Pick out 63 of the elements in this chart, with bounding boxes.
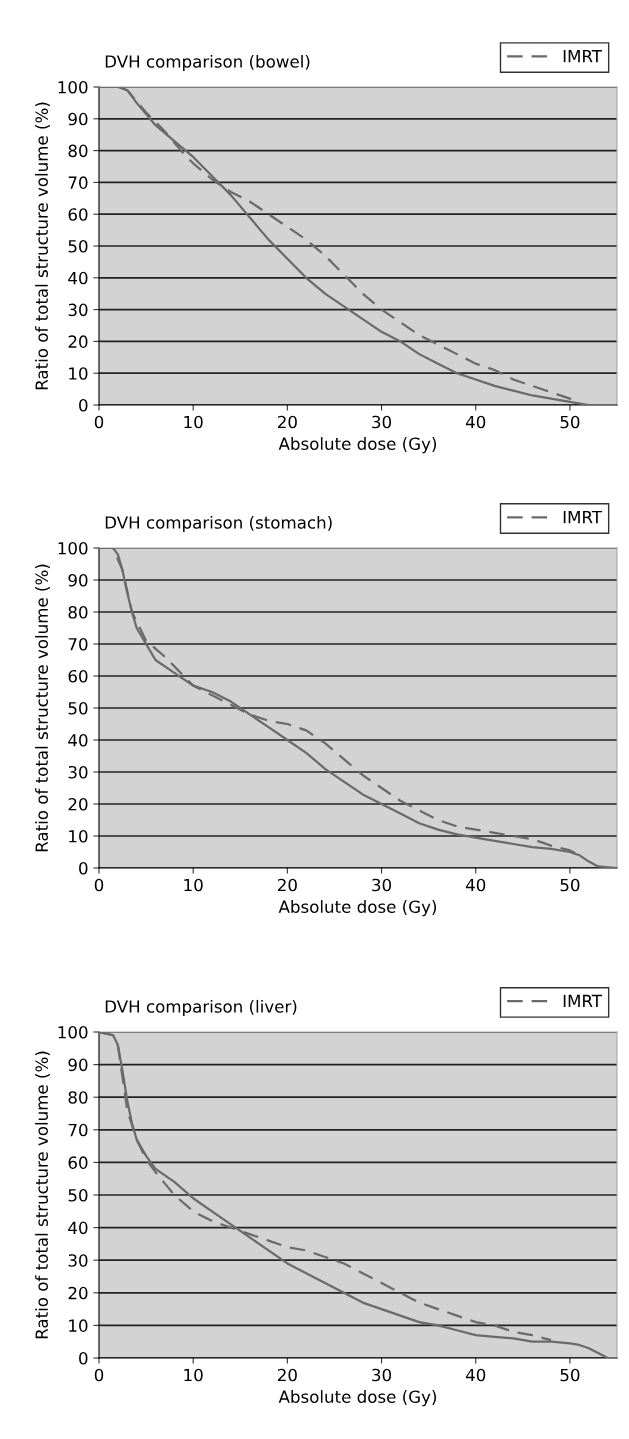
x-tick-label: 10 — [184, 415, 203, 429]
x-tick-label: 0 — [94, 878, 104, 892]
y-tick-label: 90 — [68, 112, 88, 126]
y-tick-label: 0 — [79, 861, 88, 875]
x-axis-title: Absolute dose (Gy) — [278, 437, 437, 454]
y-axis-title: Ratio of total structure volume (%) — [35, 564, 50, 852]
x-tick-label: 20 — [277, 878, 297, 892]
x-tick-label: 30 — [372, 878, 392, 892]
x-tick-label: 10 — [184, 1368, 203, 1382]
y-tick-label: 100 — [58, 541, 88, 555]
y-tick-label: 30 — [68, 765, 88, 779]
y-tick-label: 10 — [69, 829, 88, 843]
legend-label: IMRT — [563, 994, 603, 1008]
y-tick-label: 50 — [68, 1188, 88, 1202]
y-tick-label: 60 — [68, 1156, 88, 1169]
x-tick-label: 50 — [560, 415, 580, 429]
y-tick-label: 80 — [68, 144, 88, 158]
y-tick-label: 60 — [68, 208, 88, 221]
y-tick-label: 50 — [68, 701, 88, 715]
y-tick-label: 0 — [79, 1351, 88, 1365]
x-tick-label: 30 — [372, 1368, 392, 1382]
y-tick-label: 70 — [68, 637, 88, 651]
chart-title: DVH comparison (stomach) — [105, 515, 332, 533]
x-axis-title: Absolute dose (Gy) — [278, 1390, 437, 1407]
y-tick-label: 10 — [69, 367, 88, 380]
y-tick-label: 100 — [58, 1025, 88, 1039]
x-tick-label: 50 — [560, 878, 580, 892]
x-tick-label: 20 — [277, 1368, 297, 1382]
y-tick-label: 90 — [68, 1058, 88, 1072]
y-tick-label: 70 — [68, 1123, 88, 1137]
x-tick-label: 20 — [277, 415, 297, 429]
y-tick-label: 30 — [68, 303, 88, 317]
y-axis-title: Ratio of total structure volume (%) — [35, 1051, 50, 1339]
x-axis-title: Absolute dose (Gy) — [278, 900, 437, 917]
y-tick-label: 20 — [68, 335, 88, 348]
chart-title: DVH comparison (bowel) — [105, 54, 310, 72]
y-tick-label: 90 — [68, 573, 88, 587]
x-tick-label: 30 — [372, 415, 392, 429]
y-tick-label: 50 — [68, 239, 88, 253]
y-axis-title: Ratio of total structure volume (%) — [35, 102, 50, 390]
y-tick-label: 80 — [68, 605, 88, 619]
chart-title: DVH comparison (liver) — [105, 999, 297, 1017]
y-tick-label: 40 — [68, 1221, 88, 1235]
legend-label: IMRT — [563, 50, 603, 63]
y-tick-label: 20 — [68, 1286, 88, 1300]
y-tick-label: 40 — [68, 733, 88, 747]
y-tick-label: 80 — [68, 1091, 88, 1104]
legend-label: IMRT — [563, 510, 603, 524]
y-tick-label: 0 — [79, 398, 88, 412]
y-tick-label: 10 — [69, 1319, 88, 1332]
x-tick-label: 50 — [560, 1368, 580, 1382]
x-tick-label: 40 — [465, 878, 486, 892]
x-tick-label: 40 — [465, 1368, 486, 1382]
x-tick-label: 10 — [184, 878, 203, 892]
x-tick-label: 0 — [94, 1368, 104, 1382]
y-tick-label: 20 — [68, 797, 88, 811]
x-tick-label: 40 — [465, 415, 486, 429]
y-tick-label: 70 — [68, 176, 88, 189]
x-tick-label: 0 — [94, 415, 104, 429]
y-tick-label: 30 — [68, 1254, 88, 1267]
y-tick-label: 40 — [68, 271, 88, 285]
y-tick-label: 100 — [58, 80, 88, 94]
y-tick-label: 60 — [68, 669, 88, 683]
